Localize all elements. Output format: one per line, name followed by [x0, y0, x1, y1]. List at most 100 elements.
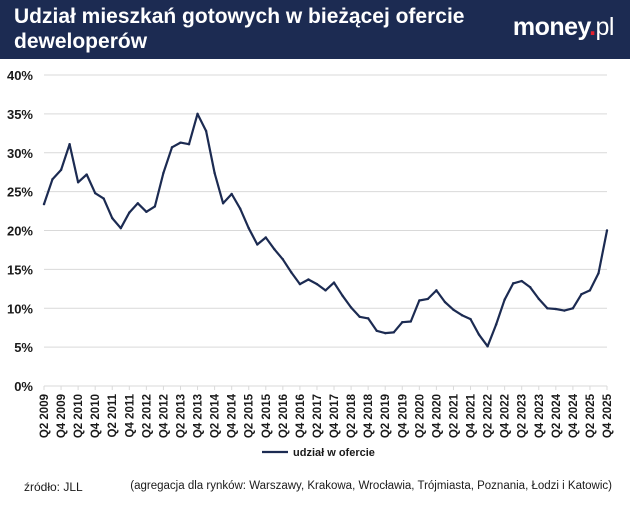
data-point [580, 293, 583, 296]
data-point [298, 282, 302, 286]
x-tick-label: Q2 2017 [312, 394, 324, 438]
data-point [605, 229, 609, 232]
x-tick-label: Q4 2011 [124, 393, 136, 437]
y-tick-label: 20% [7, 224, 33, 239]
data-point [571, 307, 575, 310]
data-point [358, 315, 361, 319]
data-point [494, 323, 498, 326]
x-tick-label: Q4 2017 [329, 394, 341, 438]
chart-title: Udział mieszkań gotowych w bieżącej ofer… [14, 5, 465, 53]
data-point [349, 306, 353, 309]
x-tick-label: Q4 2009 [56, 394, 68, 438]
y-tick-label: 5% [14, 340, 33, 355]
data-point [529, 286, 532, 289]
data-point [554, 307, 558, 311]
data-point [332, 281, 336, 284]
x-tick-label: Q2 2010 [73, 394, 85, 438]
source-label: źródło: JLL [24, 480, 83, 494]
x-tick-label: Q2 2013 [175, 394, 187, 438]
data-point [273, 247, 276, 251]
data-point [102, 197, 105, 200]
data-point [42, 202, 46, 206]
data-point [256, 243, 259, 246]
money-pl-logo[interactable]: money.pl [512, 13, 615, 42]
data-point [597, 272, 600, 275]
data-point [452, 308, 455, 312]
data-point [76, 181, 80, 184]
x-tick-label: Q4 2016 [295, 394, 307, 438]
data-point [213, 171, 216, 175]
x-tick-label: Q4 2025 [602, 393, 614, 438]
x-tick-label: Q2 2014 [210, 393, 222, 438]
x-tick-label: Q2 2012 [141, 394, 153, 438]
data-point [128, 211, 131, 214]
x-tick-label: Q2 2009 [39, 394, 51, 438]
data-point [503, 298, 506, 301]
data-point [59, 168, 63, 172]
data-point [187, 142, 191, 146]
aggregation-note: (agregacja dla rynków: Warszawy, Krakowa… [130, 480, 612, 492]
data-point [93, 191, 97, 195]
data-point [51, 177, 54, 181]
data-point [238, 207, 242, 210]
data-point [401, 321, 404, 324]
legend-label: udział w ofercie [293, 447, 375, 459]
data-point [546, 307, 549, 310]
logo-dot: . [589, 13, 596, 41]
x-tick-label: Q4 2020 [431, 394, 443, 438]
line-chart: 0% 5% 10% 15% 20% 25% 30% 35% 40% Q2 2009 Q4 2009 Q… [7, 68, 614, 459]
data-point [264, 236, 267, 239]
data-point [145, 210, 148, 214]
data-point [392, 331, 395, 334]
header-banner: Udział mieszkań gotowych w bieżącej ofer… [0, 0, 630, 59]
y-tick-label: 30% [7, 146, 33, 161]
logo-suffix: pl [595, 13, 615, 41]
data-point [443, 300, 447, 304]
data-point [426, 297, 430, 301]
data-point [111, 216, 114, 220]
data-point [341, 294, 344, 298]
x-tick-label: Q2 2023 [517, 394, 529, 438]
data-point [281, 258, 285, 261]
data-point [520, 279, 523, 283]
data-point [136, 202, 140, 205]
x-tick-label: Q4 2024 [568, 393, 580, 438]
x-tick-label: Q2 2020 [414, 394, 426, 438]
x-tick-label: Q2 2018 [346, 393, 358, 438]
logo-text: money [512, 13, 590, 41]
data-point [477, 333, 481, 336]
data-point [375, 329, 378, 332]
data-point [247, 226, 250, 230]
y-tick-label: 25% [7, 185, 33, 200]
data-point [85, 173, 88, 176]
data-point [179, 141, 182, 144]
x-tick-label: Q2 2019 [380, 394, 392, 438]
data-point [486, 345, 489, 348]
y-tick-label: 0% [14, 379, 33, 394]
x-tick-label: Q4 2023 [534, 394, 546, 438]
y-tick-label: 35% [7, 107, 33, 122]
data-point [537, 297, 540, 301]
x-tick-label: Q4 2012 [158, 394, 170, 438]
data-point [315, 282, 319, 286]
x-tick-label: Q4 2015 [261, 393, 273, 438]
data-point [119, 226, 122, 230]
x-tick-label: Q2 2025 [585, 393, 597, 438]
data-point [563, 309, 566, 312]
x-tick-label: Q2 2016 [278, 394, 290, 438]
data-point [384, 331, 387, 335]
y-tick-label: 15% [7, 262, 33, 277]
x-tick-label: Q4 2021 [466, 393, 478, 438]
data-point [204, 129, 208, 133]
data-point [435, 289, 438, 292]
data-point [469, 317, 472, 321]
x-tick-label: Q4 2019 [397, 394, 409, 438]
data-point [196, 112, 199, 116]
data-point [230, 192, 233, 196]
x-tick-label: Q2 2021 [448, 393, 460, 438]
x-tick-label: Q2 2011 [107, 393, 119, 437]
data-point [460, 314, 464, 317]
data-point [307, 278, 310, 281]
data-point [162, 171, 165, 175]
x-tick-label: Q2 2015 [244, 393, 256, 438]
